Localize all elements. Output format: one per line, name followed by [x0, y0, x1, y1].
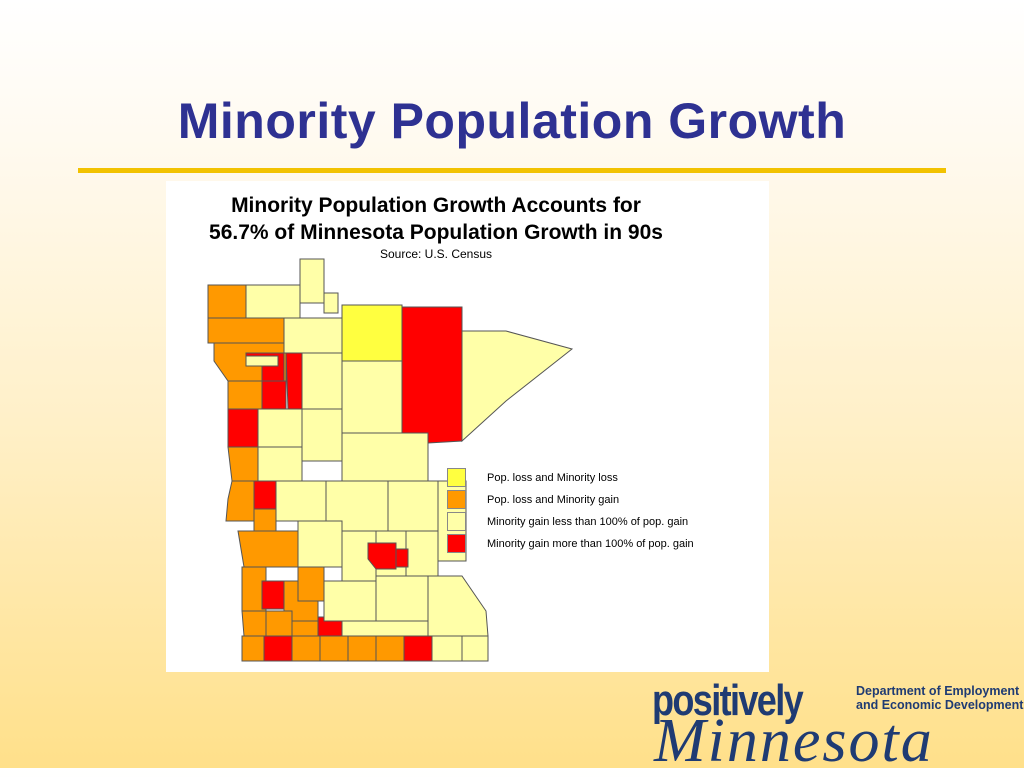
county-region	[319, 635, 349, 662]
legend-swatch	[447, 490, 466, 509]
county-region	[401, 306, 463, 444]
legend-swatch	[447, 512, 466, 531]
county-region	[265, 610, 293, 637]
county-region	[285, 352, 303, 410]
county-region	[301, 408, 343, 462]
county-region	[207, 284, 247, 319]
county-region	[261, 380, 287, 410]
county-region	[227, 446, 259, 482]
county-region	[367, 542, 397, 570]
county-region	[431, 635, 463, 662]
county-region	[253, 480, 277, 510]
legend-label: Pop. loss and Minority gain	[487, 493, 620, 506]
county-region	[341, 360, 403, 434]
map-heading-line1: Minority Population Growth Accounts for	[231, 194, 641, 217]
county-region	[341, 304, 403, 362]
county-region	[341, 432, 429, 482]
county-region	[375, 575, 429, 622]
map-legend: Pop. loss and Minority loss Pop. loss an…	[447, 468, 694, 556]
legend-swatch	[447, 468, 466, 487]
county-region	[263, 635, 293, 662]
county-region	[297, 520, 343, 568]
county-region	[253, 508, 277, 532]
county-region	[257, 408, 303, 448]
map-panel: Minority Population Growth Accounts for …	[166, 181, 769, 672]
county-region	[241, 610, 267, 637]
map-heading: Minority Population Growth Accounts for …	[166, 192, 706, 246]
county-region	[395, 548, 409, 568]
legend-label: Minority gain more than 100% of pop. gai…	[487, 537, 694, 550]
county-region	[237, 530, 299, 568]
county-region	[245, 284, 301, 319]
county-region	[323, 292, 339, 314]
county-region	[225, 480, 255, 522]
county-region	[261, 580, 285, 610]
logo-word-positively: positively	[652, 676, 804, 725]
county-region	[405, 530, 439, 577]
county-region	[299, 258, 325, 304]
legend-label: Pop. loss and Minority loss	[487, 471, 618, 484]
legend-swatch	[447, 534, 466, 553]
county-region	[387, 480, 439, 532]
legend-item-pop-loss-minority-gain: Pop. loss and Minority gain	[447, 490, 694, 509]
legend-item-minority-gain-lt-100: Minority gain less than 100% of pop. gai…	[447, 512, 694, 531]
county-region	[461, 635, 489, 662]
county-region	[291, 635, 321, 662]
slide-title: Minority Population Growth	[177, 93, 847, 149]
county-region	[461, 330, 574, 443]
title-underline	[78, 168, 946, 173]
county-region	[283, 317, 343, 354]
county-region	[245, 355, 279, 367]
minnesota-county-map	[207, 258, 574, 662]
county-region	[341, 620, 429, 637]
logo-word-minnesota: Minnesota	[654, 707, 934, 775]
map-heading-line2: 56.7% of Minnesota Population Growth in …	[209, 221, 663, 244]
county-region	[375, 635, 405, 662]
legend-item-minority-gain-gt-100: Minority gain more than 100% of pop. gai…	[447, 534, 694, 553]
logo-department-name: Department of Employment and Economic De…	[856, 684, 1023, 712]
county-region	[227, 408, 259, 448]
county-region	[323, 580, 377, 622]
legend-item-pop-loss-minority-loss: Pop. loss and Minority loss	[447, 468, 694, 487]
logo-department-line2: and Economic Development	[856, 698, 1024, 712]
county-region	[207, 317, 285, 344]
county-region	[241, 635, 265, 662]
logo-department-line1: Department of Employment	[856, 684, 1020, 698]
county-region	[301, 352, 343, 410]
county-region	[297, 566, 325, 602]
positively-minnesota-logo: positively Minnesota Department of Emplo…	[650, 676, 1024, 775]
county-region	[403, 635, 433, 662]
county-region	[347, 635, 377, 662]
map-source-note: Source: U.S. Census	[379, 247, 493, 261]
legend-label: Minority gain less than 100% of pop. gai…	[487, 515, 689, 528]
county-region	[275, 480, 327, 522]
county-region	[427, 575, 489, 637]
county-region	[257, 446, 303, 482]
county-region	[227, 380, 263, 410]
